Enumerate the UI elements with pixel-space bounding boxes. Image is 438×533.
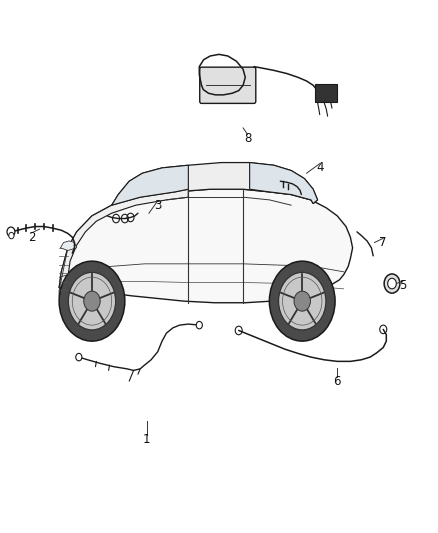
Text: 7: 7 xyxy=(379,236,387,249)
Text: 1: 1 xyxy=(143,433,151,446)
Circle shape xyxy=(7,227,15,237)
Text: 6: 6 xyxy=(333,375,341,387)
Polygon shape xyxy=(250,163,318,204)
Polygon shape xyxy=(60,241,77,251)
Polygon shape xyxy=(59,290,92,301)
Text: 4: 4 xyxy=(316,161,324,174)
Polygon shape xyxy=(59,189,188,288)
Circle shape xyxy=(76,353,82,361)
Polygon shape xyxy=(112,165,188,205)
Circle shape xyxy=(84,291,100,311)
FancyBboxPatch shape xyxy=(200,67,256,103)
Text: 2: 2 xyxy=(28,231,35,244)
Polygon shape xyxy=(112,163,318,205)
Circle shape xyxy=(294,291,311,311)
Circle shape xyxy=(196,321,202,329)
Circle shape xyxy=(68,272,116,330)
Circle shape xyxy=(269,261,335,341)
Bar xyxy=(315,84,337,102)
Text: 8: 8 xyxy=(244,132,251,145)
Circle shape xyxy=(9,232,14,239)
Circle shape xyxy=(279,272,326,330)
Circle shape xyxy=(388,278,396,289)
Circle shape xyxy=(384,274,400,293)
Polygon shape xyxy=(59,189,353,303)
Text: 3: 3 xyxy=(154,199,161,212)
Circle shape xyxy=(59,261,125,341)
Text: 5: 5 xyxy=(399,279,406,292)
